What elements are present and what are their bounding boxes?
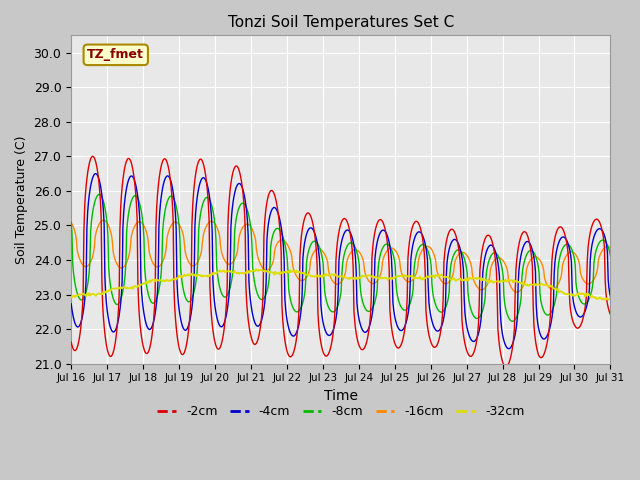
- Title: Tonzi Soil Temperatures Set C: Tonzi Soil Temperatures Set C: [228, 15, 454, 30]
- Y-axis label: Soil Temperature (C): Soil Temperature (C): [15, 135, 28, 264]
- X-axis label: Time: Time: [324, 389, 358, 403]
- Text: TZ_fmet: TZ_fmet: [87, 48, 144, 61]
- Legend: -2cm, -4cm, -8cm, -16cm, -32cm: -2cm, -4cm, -8cm, -16cm, -32cm: [152, 400, 529, 423]
